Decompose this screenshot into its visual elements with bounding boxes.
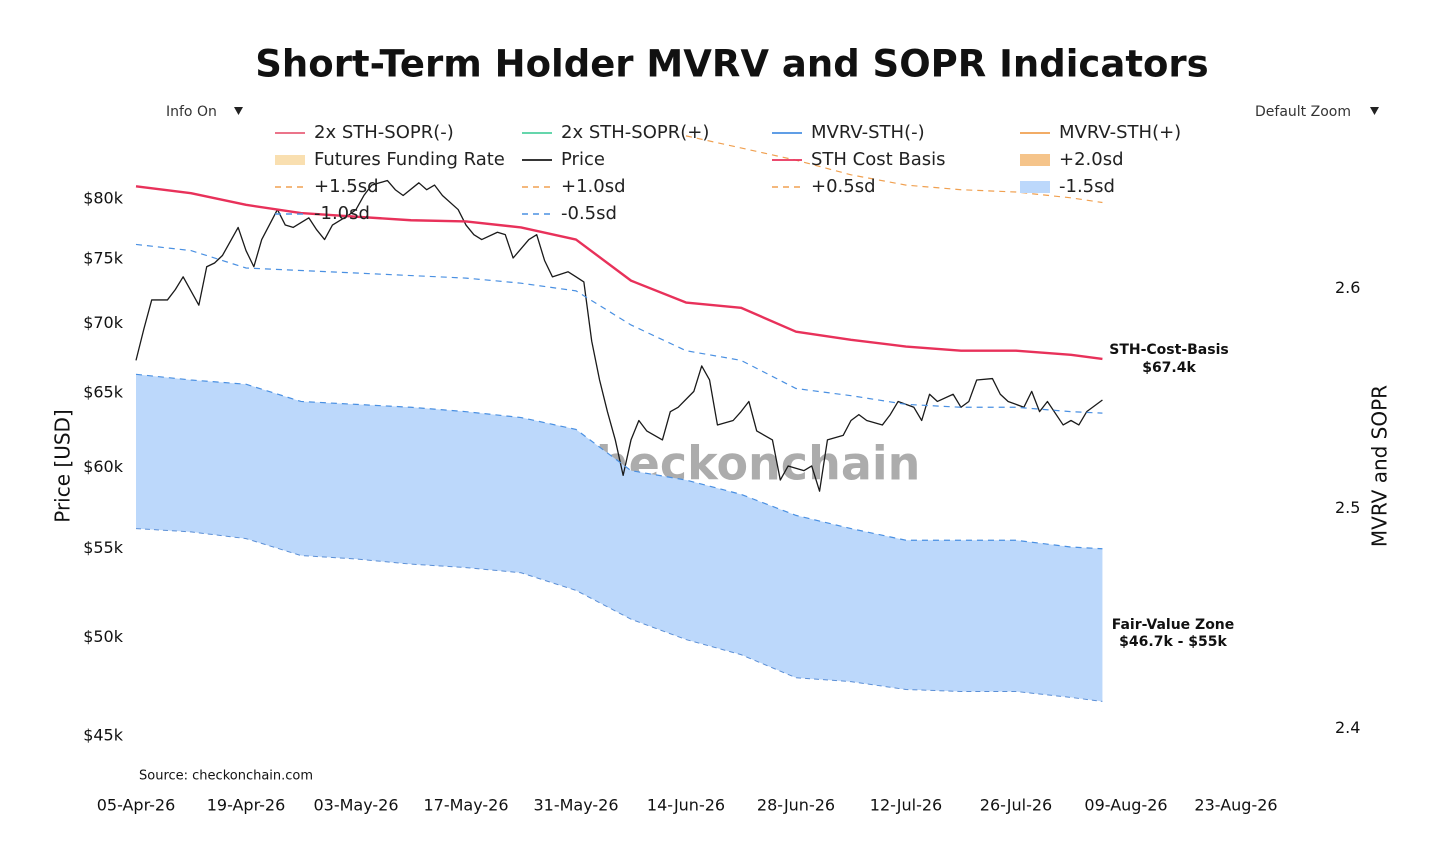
y2-tick-label: 2.5 <box>1335 498 1360 517</box>
y-tick-label: $65k <box>83 382 124 401</box>
x-tick-label: 14-Jun-26 <box>647 796 725 815</box>
legend-item: MVRV-STH(+) <box>1020 122 1181 143</box>
x-tick-label: 12-Jul-26 <box>870 796 942 815</box>
legend-label: +1.0sd <box>561 176 626 197</box>
info-control[interactable]: Info On <box>166 104 243 120</box>
legend-label: -1.0sd <box>314 203 370 224</box>
legend-item: -0.5sd <box>522 203 617 224</box>
x-tick-label: 28-Jun-26 <box>757 796 835 815</box>
y-tick-label: $80k <box>83 189 124 208</box>
chart-title: Short-Term Holder MVRV and SOPR Indicato… <box>255 43 1208 86</box>
y2-tick-label: 2.4 <box>1335 718 1360 737</box>
y-tick-label: $55k <box>83 538 124 557</box>
dropdown-arrow[interactable] <box>1370 107 1379 115</box>
series-line <box>135 185 1103 361</box>
band-edge <box>135 528 1103 702</box>
legend-label: Price <box>561 149 605 170</box>
legend-item: MVRV-STH(-) <box>772 122 925 143</box>
y-tick-label: $45k <box>83 726 124 745</box>
legend-swatch <box>1020 181 1050 193</box>
zoom-control[interactable]: Default Zoom <box>1255 104 1379 120</box>
legend-label: Futures Funding Rate <box>314 149 505 170</box>
legend-label: +2.0sd <box>1059 149 1124 170</box>
annotation: $67.4k <box>1142 360 1196 376</box>
y-axis-title: Price [USD] <box>51 409 75 523</box>
legend-label: 2x STH-SOPR(-) <box>314 122 454 143</box>
legend: 2x STH-SOPR(-) 2x STH-SOPR(+) MVRV-STH(-) M… <box>275 122 1181 224</box>
legend-item: 2x STH-SOPR(-) <box>275 122 454 143</box>
legend-label: +1.5sd <box>314 176 379 197</box>
x-tick-label: 23-Aug-26 <box>1194 796 1277 815</box>
y2-tick-label: 2.6 <box>1335 278 1360 297</box>
legend-label: STH Cost Basis <box>811 149 946 170</box>
legend-label: MVRV-STH(+) <box>1059 122 1181 143</box>
legend-label: -0.5sd <box>561 203 617 224</box>
band-area <box>136 374 1103 702</box>
x-tick-label: 03-May-26 <box>313 796 398 815</box>
annotation: $46.7k - $55k <box>1119 634 1227 650</box>
legend-item: Price <box>522 149 605 170</box>
legend-swatch <box>1020 154 1050 166</box>
y-tick-label: $70k <box>83 313 124 332</box>
legend-label: -1.5sd <box>1059 176 1115 197</box>
sd-line <box>685 135 1103 204</box>
legend-item: STH Cost Basis <box>772 149 946 170</box>
y-tick-label: $50k <box>83 627 124 646</box>
x-tick-label: 26-Jul-26 <box>980 796 1052 815</box>
x-tick-label: 09-Aug-26 <box>1084 796 1167 815</box>
zoom-select[interactable]: Default Zoom <box>1255 104 1351 120</box>
y-tick-label: $60k <box>83 457 124 476</box>
sd-line <box>135 373 1103 550</box>
legend-label: 2x STH-SOPR(+) <box>561 122 709 143</box>
x-tick-label: 31-May-26 <box>533 796 618 815</box>
legend-label: +0.5sd <box>811 176 876 197</box>
legend-item: Futures Funding Rate <box>275 149 505 170</box>
legend-label: MVRV-STH(-) <box>811 122 925 143</box>
source-note: Source: checkonchain.com <box>139 769 313 784</box>
legend-item: +1.0sd <box>522 176 626 197</box>
y2-axis-title: MVRV and SOPR <box>1368 385 1392 547</box>
legend-item: +0.5sd <box>772 176 876 197</box>
legend-item: +1.5sd <box>275 176 379 197</box>
legend-item: -1.0sd <box>275 203 370 224</box>
x-tick-label: 05-Apr-26 <box>97 796 176 815</box>
legend-item: -1.5sd <box>1020 176 1115 197</box>
annotation: Fair-Value Zone <box>1112 617 1235 633</box>
legend-item: +2.0sd <box>1020 149 1124 170</box>
plot-area <box>135 135 1103 702</box>
annotation: STH-Cost-Basis <box>1109 342 1228 358</box>
info-toggle[interactable]: Info On <box>166 104 217 120</box>
sd-line <box>135 243 1103 414</box>
dropdown-arrow[interactable] <box>234 107 243 115</box>
legend-swatch <box>275 155 305 165</box>
series-line <box>135 179 1103 492</box>
x-tick-label: 19-Apr-26 <box>207 796 286 815</box>
y-tick-label: $75k <box>83 249 124 268</box>
x-tick-label: 17-May-26 <box>423 796 508 815</box>
legend-item: 2x STH-SOPR(+) <box>522 122 709 143</box>
